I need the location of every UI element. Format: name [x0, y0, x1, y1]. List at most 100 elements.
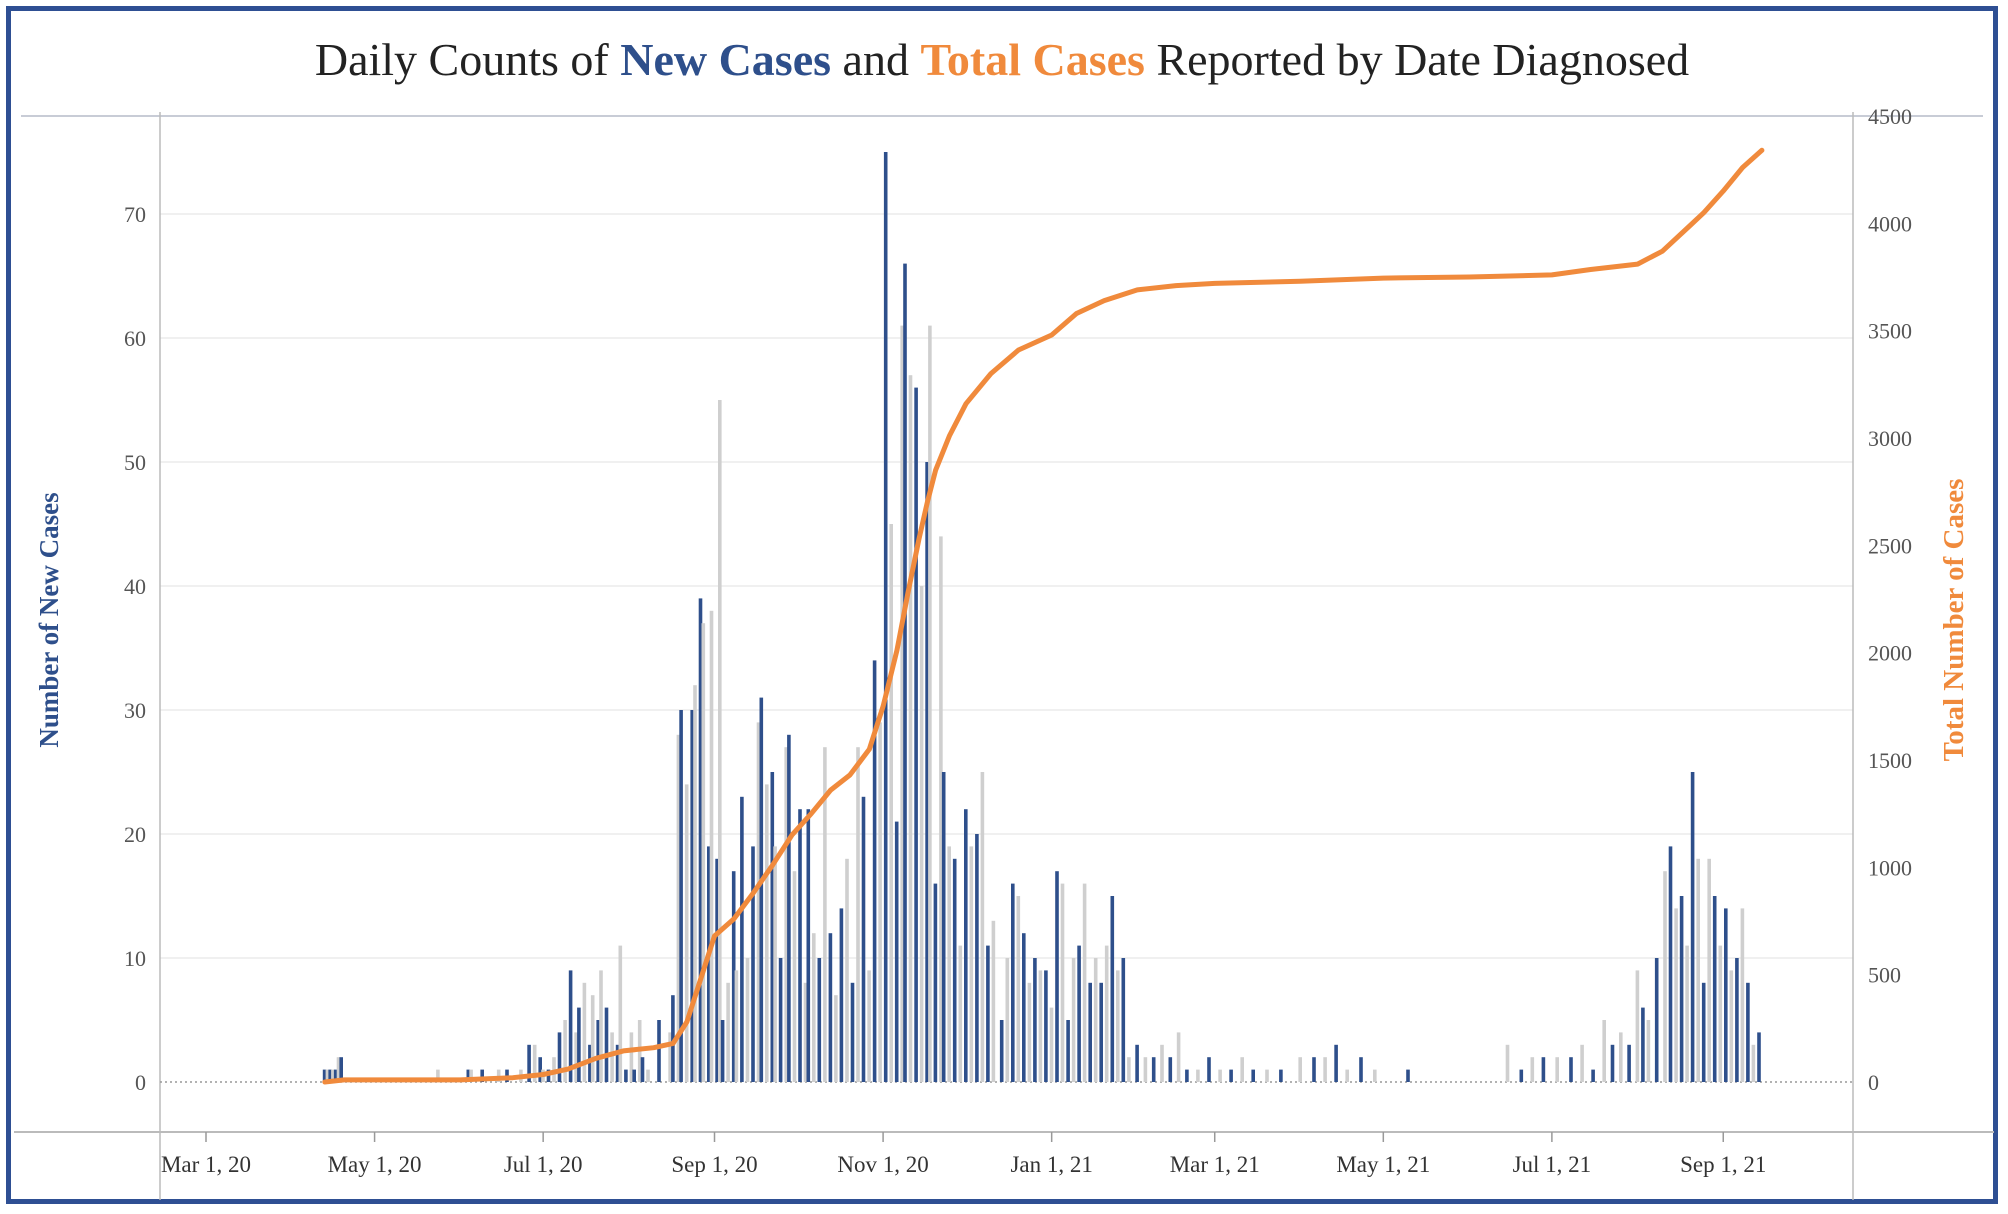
new-cases-bar — [900, 325, 904, 1083]
new-cases-bar — [878, 722, 882, 1082]
new-cases-bar — [903, 263, 907, 1083]
new-cases-bar — [657, 1020, 661, 1082]
new-cases-bar — [856, 747, 860, 1082]
new-cases-bar — [1654, 958, 1659, 1082]
new-cases-bar — [986, 945, 990, 1082]
new-cases-bar — [1530, 1057, 1535, 1082]
new-cases-bar — [563, 1020, 567, 1082]
x-tick-label: Jan 1, 21 — [1010, 1152, 1092, 1177]
new-cases-bar — [1735, 958, 1739, 1082]
right-tick-label: 1000 — [1868, 855, 1912, 880]
new-cases-bar — [756, 722, 761, 1082]
title-new-cases: New Cases — [620, 34, 832, 85]
new-cases-bar — [1104, 945, 1109, 1082]
left-tick-label: 60 — [124, 326, 146, 351]
new-cases-bar — [1724, 908, 1728, 1082]
new-cases-bar — [676, 734, 681, 1082]
new-cases-bar — [1160, 1044, 1164, 1082]
new-cases-bar — [1251, 1069, 1255, 1082]
new-cases-bar — [1373, 1069, 1377, 1082]
new-cases-bar — [701, 623, 706, 1082]
x-tick-label: May 1, 20 — [328, 1152, 422, 1177]
new-cases-bar — [1060, 883, 1065, 1082]
new-cases-bar — [778, 958, 783, 1082]
new-cases-bar — [991, 920, 996, 1082]
new-cases-bar — [1505, 1044, 1510, 1082]
new-cases-bar — [336, 1057, 341, 1082]
title-part-3: Reported by Date Diagnosed — [1144, 34, 1690, 85]
right-tick-label: 0 — [1868, 1070, 1879, 1095]
left-tick-label: 70 — [124, 202, 146, 227]
new-cases-bar — [812, 933, 816, 1082]
new-cases-bar — [1334, 1044, 1338, 1082]
left-tick-label: 0 — [135, 1070, 146, 1095]
new-cases-bar — [773, 846, 777, 1082]
new-cases-bar — [1679, 896, 1684, 1082]
new-cases-bar — [1591, 1069, 1595, 1082]
new-cases-bar — [527, 1044, 531, 1082]
new-cases-bar — [1088, 982, 1092, 1082]
new-cases-bar — [1011, 883, 1015, 1082]
x-tick-label: Mar 1, 20 — [161, 1152, 251, 1177]
x-tick-label: May 1, 21 — [1336, 1152, 1430, 1177]
new-cases-bar — [599, 970, 603, 1082]
new-cases-bar — [590, 995, 595, 1082]
right-tick-label: 3500 — [1868, 319, 1912, 344]
new-cases-bar — [715, 858, 719, 1082]
new-cases-bar — [1207, 1057, 1211, 1082]
new-cases-bar — [538, 1057, 542, 1082]
new-cases-bar — [734, 970, 739, 1082]
new-cases-bar — [1707, 858, 1711, 1082]
right-tick-label: 4000 — [1868, 211, 1912, 236]
new-cases-bar — [684, 784, 689, 1082]
new-cases-bar — [698, 598, 703, 1082]
new-cases-bar — [690, 710, 694, 1082]
new-cases-bar — [339, 1057, 343, 1082]
new-cases-bar — [964, 809, 968, 1082]
new-cases-bar — [1312, 1057, 1316, 1082]
new-cases-bar — [1151, 1057, 1156, 1082]
new-cases-bar — [574, 1032, 578, 1082]
new-cases-bar — [1701, 982, 1706, 1082]
new-cases-bar — [1610, 1044, 1615, 1082]
new-cases-bar — [759, 697, 764, 1082]
new-cases-bar — [333, 1069, 338, 1082]
new-cases-bar — [610, 1032, 614, 1082]
left-tick-label: 10 — [124, 946, 146, 971]
right-axis-label: Total Number of Cases — [1938, 479, 1970, 762]
title-part-1: Daily Counts of — [314, 34, 621, 85]
new-cases-bar — [707, 846, 711, 1082]
new-cases-bar — [792, 871, 797, 1082]
new-cases-bar — [1569, 1057, 1573, 1082]
new-cases-bar — [784, 747, 788, 1082]
new-cases-bar — [1229, 1069, 1233, 1082]
right-tick-label: 2000 — [1868, 641, 1912, 666]
new-cases-bar — [532, 1044, 537, 1082]
new-cases-bar — [975, 834, 979, 1082]
new-cases-bar — [577, 1007, 581, 1082]
new-cases-bar — [1099, 982, 1103, 1082]
new-cases-bar — [640, 1057, 645, 1082]
right-tick-label: 1500 — [1868, 748, 1912, 773]
title-part-2: and — [831, 34, 921, 85]
new-cases-bar — [568, 970, 573, 1082]
new-cases-bar — [693, 685, 697, 1082]
new-cases-bar — [466, 1069, 471, 1082]
new-cases-bar — [1635, 970, 1640, 1082]
new-cases-bar — [845, 858, 849, 1082]
new-cases-bar — [1619, 1032, 1623, 1082]
new-cases-bar — [770, 772, 775, 1082]
new-cases-bar — [980, 772, 985, 1082]
new-cases-bar — [1641, 1007, 1645, 1082]
left-tick-label: 30 — [124, 698, 146, 723]
left-axis-ticks: 0 10 20 30 40 50 60 70 — [124, 202, 146, 1095]
new-cases-bar — [1696, 858, 1700, 1082]
new-cases-bar — [1690, 772, 1695, 1082]
new-cases-bar — [615, 1044, 620, 1082]
new-cases-bar — [850, 982, 855, 1082]
new-cases-bar — [1033, 958, 1037, 1082]
new-cases-bar — [1066, 1020, 1070, 1082]
new-cases-bar — [709, 610, 714, 1082]
right-axis-ticks: 0 500 1000 1500 2000 2500 3000 3500 4000 4500 — [1868, 104, 1912, 1095]
